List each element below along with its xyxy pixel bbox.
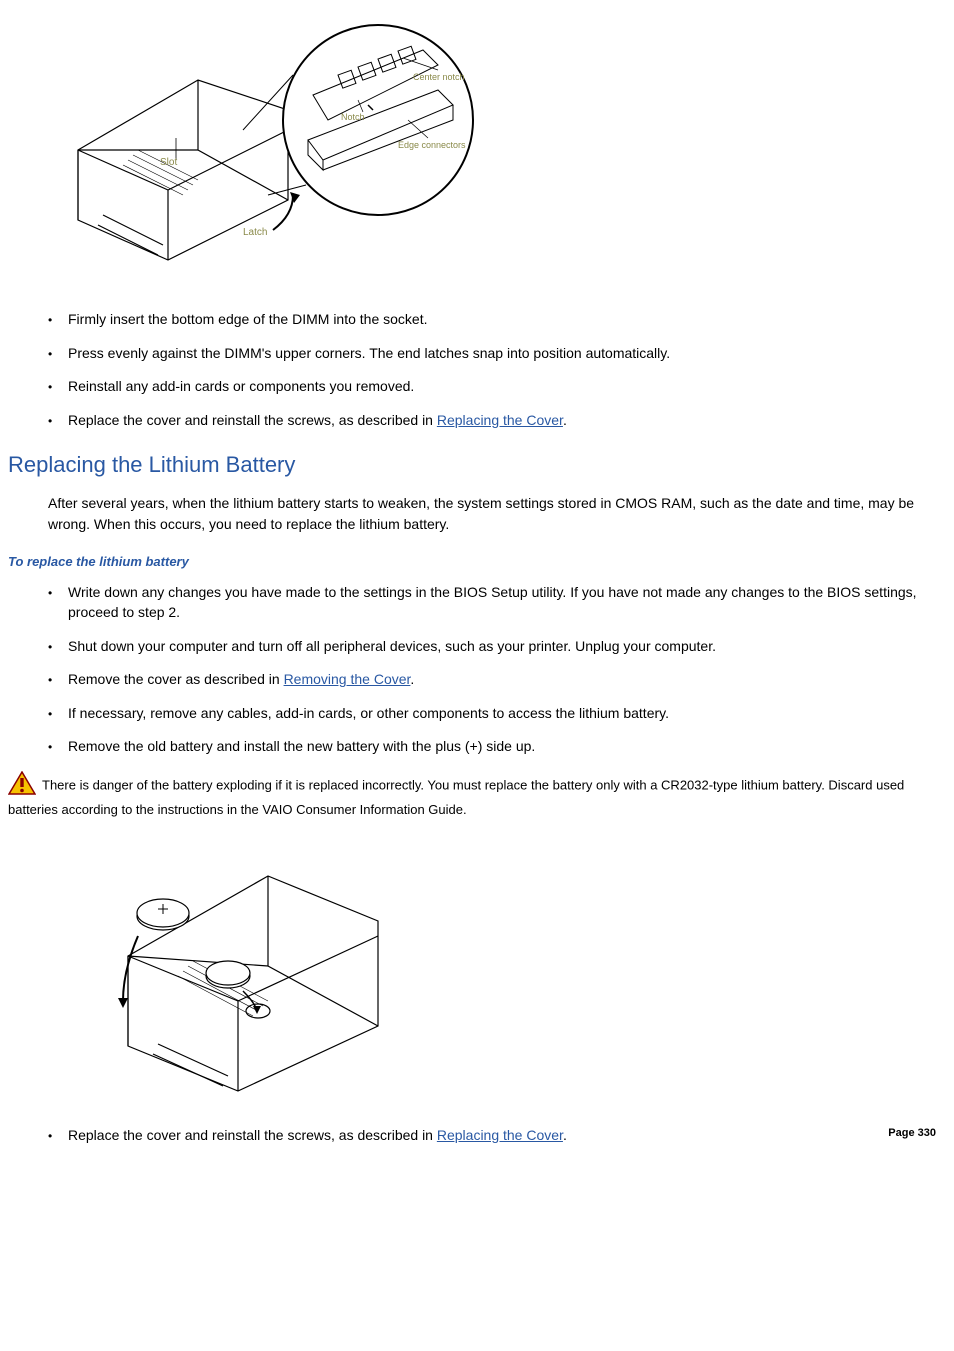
warning-block: There is danger of the battery exploding… (8, 771, 946, 820)
warning-icon (8, 771, 36, 801)
list-item: Reinstall any add-in cards or components… (48, 377, 946, 397)
dimm-figure: Slot Latch Center notch Notch (68, 20, 946, 280)
list-item-text: Firmly insert the bottom edge of the DIM… (68, 311, 427, 327)
list-item-prefix: Replace the cover and reinstall the scre… (68, 1127, 437, 1143)
list-item-suffix: . (563, 1127, 567, 1143)
dimm-steps-list: Firmly insert the bottom edge of the DIM… (8, 310, 946, 430)
battery-intro-paragraph: After several years, when the lithium ba… (48, 493, 946, 535)
battery-figure (68, 836, 946, 1096)
list-item: Press evenly against the DIMM's upper co… (48, 344, 946, 364)
replacing-cover-link-2[interactable]: Replacing the Cover (437, 1127, 563, 1143)
list-item-text: Press evenly against the DIMM's upper co… (68, 345, 670, 361)
replace-cover-list: Replace the cover and reinstall the scre… (8, 1126, 946, 1146)
dimm-svg: Slot Latch Center notch Notch (68, 20, 488, 280)
label-center-notch: Center notch (413, 72, 465, 82)
list-item: Remove the old battery and install the n… (48, 737, 946, 757)
list-item-text: Reinstall any add-in cards or components… (68, 378, 414, 394)
label-edge-connectors: Edge connectors (398, 140, 466, 150)
list-item: If necessary, remove any cables, add-in … (48, 704, 946, 724)
list-item-text: Write down any changes you have made to … (68, 584, 917, 620)
label-slot: Slot (160, 157, 177, 168)
label-notch: Notch (341, 112, 365, 122)
list-item: Write down any changes you have made to … (48, 583, 946, 622)
list-item-suffix: . (410, 671, 414, 687)
page-number: Page 330 (888, 1126, 936, 1141)
label-latch: Latch (243, 227, 267, 238)
list-item-text: If necessary, remove any cables, add-in … (68, 705, 669, 721)
list-item-prefix: Replace the cover and reinstall the scre… (68, 412, 437, 428)
list-item-suffix: . (563, 412, 567, 428)
removing-cover-link[interactable]: Removing the Cover (284, 671, 411, 687)
battery-steps-list: Write down any changes you have made to … (8, 583, 946, 757)
battery-svg (68, 836, 428, 1096)
list-item-text: Shut down your computer and turn off all… (68, 638, 716, 654)
procedure-subheading: To replace the lithium battery (8, 553, 946, 571)
list-item: Shut down your computer and turn off all… (48, 637, 946, 657)
section-heading-battery: Replacing the Lithium Battery (8, 450, 946, 481)
replacing-cover-link[interactable]: Replacing the Cover (437, 412, 563, 428)
list-item: Remove the cover as described in Removin… (48, 670, 946, 690)
list-item: Replace the cover and reinstall the scre… (48, 411, 946, 431)
list-item-text: Remove the old battery and install the n… (68, 738, 535, 754)
list-item: Replace the cover and reinstall the scre… (48, 1126, 946, 1146)
warning-text: There is danger of the battery exploding… (8, 777, 904, 816)
list-item: Firmly insert the bottom edge of the DIM… (48, 310, 946, 330)
list-item-prefix: Remove the cover as described in (68, 671, 284, 687)
